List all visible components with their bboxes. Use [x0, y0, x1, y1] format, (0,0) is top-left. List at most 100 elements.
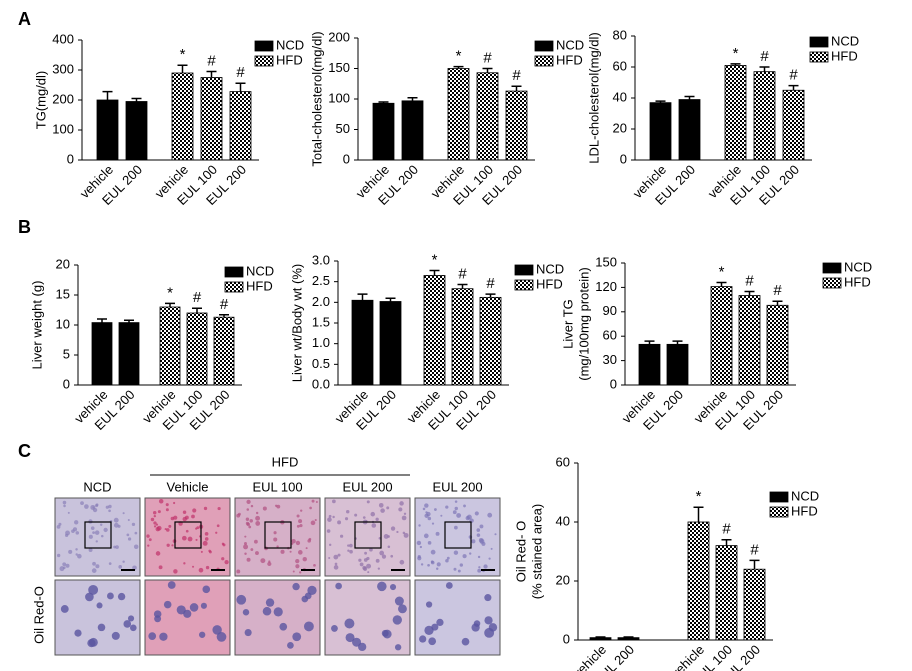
error-bar — [485, 293, 496, 298]
cell — [291, 542, 294, 545]
nucleus — [425, 601, 433, 608]
nucleus — [123, 620, 132, 628]
bar — [476, 72, 499, 161]
bar — [423, 275, 446, 386]
nucleus — [167, 581, 176, 589]
error-bar — [672, 340, 683, 345]
cell — [494, 533, 497, 536]
cell — [347, 549, 350, 552]
bar — [479, 296, 502, 386]
cell — [299, 523, 303, 528]
bar — [125, 101, 148, 161]
cell — [314, 518, 317, 522]
legend-swatch — [224, 281, 244, 293]
nucleus — [127, 615, 135, 622]
cell — [75, 553, 78, 556]
bar — [96, 99, 119, 161]
nucleus — [436, 618, 444, 627]
cell — [122, 512, 125, 515]
cell — [75, 548, 78, 551]
cell — [302, 556, 307, 562]
nucleus — [331, 624, 338, 632]
cell — [92, 531, 96, 535]
error-bar — [165, 302, 175, 307]
cell — [148, 538, 152, 542]
cell — [108, 562, 112, 565]
y-tick-label: 15 — [56, 286, 70, 301]
nucleus — [129, 624, 137, 632]
cell — [476, 528, 481, 532]
cell — [182, 510, 187, 514]
nucleus — [117, 592, 126, 601]
column-label: Vehicle — [167, 479, 209, 494]
bar — [710, 286, 733, 386]
cell — [244, 535, 247, 538]
y-tick-label: 20 — [613, 120, 627, 135]
cell — [366, 500, 370, 504]
cell — [436, 562, 441, 567]
y-tick-label: 0 — [610, 376, 617, 391]
cell — [204, 532, 209, 536]
nucleus — [394, 596, 404, 606]
significance-marker: * — [456, 48, 462, 65]
cell — [243, 544, 249, 550]
cell — [101, 534, 104, 538]
significance-marker: # — [722, 521, 731, 538]
y-tick-label: 60 — [613, 58, 627, 73]
cell — [456, 513, 462, 518]
inset-box — [354, 521, 382, 549]
bar — [724, 65, 747, 161]
cell — [445, 559, 449, 563]
nucleus — [242, 609, 250, 616]
y-tick-label: 2.5 — [312, 273, 330, 288]
error-bar — [429, 269, 440, 276]
y-tick-label: 0.5 — [312, 356, 330, 371]
cell — [246, 499, 251, 505]
cell — [94, 530, 100, 535]
cell — [67, 511, 70, 514]
micrograph-zoom — [234, 579, 321, 656]
legend-swatch — [769, 506, 789, 518]
cell — [454, 525, 458, 530]
cell — [483, 564, 488, 569]
cell — [339, 534, 344, 538]
nucleus — [304, 592, 312, 600]
cell — [307, 539, 311, 543]
legend-label: NCD — [844, 259, 872, 274]
nucleus — [394, 644, 402, 651]
cell — [191, 514, 195, 519]
cell — [459, 563, 464, 567]
error-bar — [457, 283, 468, 289]
y-tick-label: 400 — [52, 31, 74, 46]
legend-label: NCD — [536, 261, 564, 276]
cell — [280, 549, 285, 554]
cell — [204, 537, 209, 541]
nucleus — [107, 592, 114, 600]
cell — [171, 544, 174, 547]
significance-marker: # — [458, 266, 467, 283]
cell — [88, 548, 93, 552]
nucleus — [85, 592, 94, 602]
y-tick-label: 0 — [343, 151, 350, 166]
cell — [155, 551, 161, 556]
y-tick-label: 200 — [328, 29, 350, 44]
cell — [158, 565, 163, 570]
cell — [420, 563, 424, 566]
cell — [380, 508, 385, 513]
cell — [403, 532, 409, 538]
cell — [333, 565, 339, 570]
cell — [132, 565, 137, 571]
cell — [80, 501, 84, 506]
bar — [229, 91, 252, 161]
cell — [153, 514, 157, 518]
legend-label: NCD — [791, 488, 819, 503]
cell — [359, 562, 364, 567]
nucleus — [424, 625, 434, 635]
cell — [91, 568, 97, 573]
cell — [454, 506, 458, 511]
cell — [390, 526, 396, 531]
error-bar — [219, 314, 229, 318]
cell — [349, 549, 353, 554]
y-tick-label: 40 — [556, 513, 570, 528]
cell — [366, 563, 372, 569]
